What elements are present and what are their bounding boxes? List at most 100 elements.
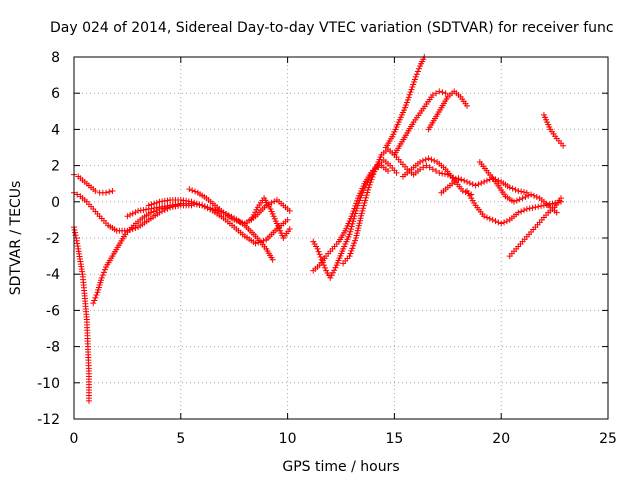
trace-marker	[433, 90, 440, 97]
trace-marker	[407, 89, 414, 96]
y-tick-label: 8	[51, 50, 60, 66]
x-tick-label: 0	[70, 431, 79, 447]
trace-marker	[370, 171, 377, 178]
data-point	[481, 178, 488, 185]
trace-marker	[369, 173, 376, 180]
data-point	[156, 209, 163, 216]
trace-marker	[411, 76, 418, 83]
trace-marker	[365, 186, 372, 193]
trace-marker	[414, 68, 421, 75]
trace-marker	[329, 269, 336, 276]
series-trace7	[186, 186, 293, 227]
trace-marker	[433, 168, 440, 175]
trace-marker	[253, 206, 260, 213]
data-point	[365, 184, 372, 191]
data-point	[553, 209, 560, 216]
trace-marker	[347, 226, 354, 233]
data-point	[464, 178, 471, 185]
trace-marker	[478, 180, 485, 187]
trace-marker	[415, 65, 422, 72]
trace-marker	[410, 81, 417, 88]
data-point	[417, 158, 424, 165]
data-point	[481, 213, 488, 220]
trace-marker	[71, 226, 78, 233]
data-point	[90, 300, 97, 307]
trace-marker	[483, 214, 490, 221]
trace-marker	[352, 202, 359, 209]
trace-marker	[483, 177, 490, 184]
data-point	[393, 169, 400, 176]
trace-marker	[402, 102, 409, 109]
data-point	[515, 187, 522, 194]
data-point	[442, 90, 449, 97]
data-point	[98, 274, 105, 281]
trace-marker	[366, 181, 373, 188]
data-point	[252, 240, 259, 247]
trace-marker	[73, 237, 80, 244]
trace-marker	[486, 215, 493, 222]
trace-marker	[347, 250, 354, 257]
data-point	[455, 175, 462, 182]
trace-marker	[461, 177, 468, 184]
trace-marker	[512, 186, 519, 193]
x-tick-label: 10	[279, 431, 297, 447]
data-point	[314, 245, 321, 252]
data-point	[436, 88, 443, 95]
data-point	[464, 102, 471, 109]
trace-marker	[153, 199, 160, 206]
trace-marker	[201, 203, 208, 210]
data-point	[269, 256, 276, 263]
x-tick-label: 5	[176, 431, 185, 447]
trace-marker	[249, 214, 256, 221]
data-point	[199, 202, 206, 209]
trace-marker	[503, 218, 510, 225]
series-trace1	[71, 171, 116, 196]
trace-marker	[315, 248, 322, 255]
series-trace8	[248, 195, 293, 241]
trace-marker	[419, 157, 426, 164]
trace-marker	[516, 196, 523, 203]
data-point	[519, 195, 526, 202]
trace-marker	[362, 197, 369, 204]
trace-marker	[252, 209, 259, 216]
data-point	[549, 200, 556, 207]
trace-marker	[189, 187, 196, 194]
trace-marker	[520, 189, 527, 196]
trace-marker	[74, 191, 81, 198]
data-point	[515, 209, 522, 216]
data-point	[284, 216, 291, 223]
y-tick-label: -4	[46, 267, 60, 283]
series-trace15	[425, 88, 471, 133]
data-point	[528, 191, 535, 198]
trace-marker	[93, 292, 100, 299]
data-point	[346, 253, 353, 260]
trace-marker	[439, 89, 446, 96]
trace-marker	[331, 267, 338, 274]
trace-marker	[360, 202, 367, 209]
trace-marker	[404, 96, 411, 103]
trace-marker	[492, 218, 499, 225]
trace-marker	[255, 239, 262, 246]
trace-marker	[347, 228, 354, 235]
trace-marker	[431, 157, 438, 164]
series-trace20	[540, 111, 567, 149]
x-axis-label: GPS time / hours	[282, 459, 399, 475]
trace-marker	[328, 272, 335, 279]
data-point	[408, 86, 415, 93]
y-tick-label: -10	[37, 376, 60, 392]
data-point	[109, 187, 116, 194]
trace-marker	[349, 210, 356, 217]
trace-marker	[353, 200, 360, 207]
y-tick-label: -8	[46, 340, 60, 356]
data-point	[558, 195, 565, 202]
trace-marker	[99, 272, 106, 279]
trace-marker	[364, 189, 371, 196]
trace-marker	[403, 99, 410, 106]
trace-marker	[127, 226, 134, 233]
trace-marker	[420, 164, 427, 171]
series-trace13	[391, 88, 449, 158]
data-point	[489, 175, 496, 182]
trace-marker	[530, 192, 537, 199]
y-tick-label: 0	[51, 195, 60, 211]
ticks	[73, 56, 609, 420]
